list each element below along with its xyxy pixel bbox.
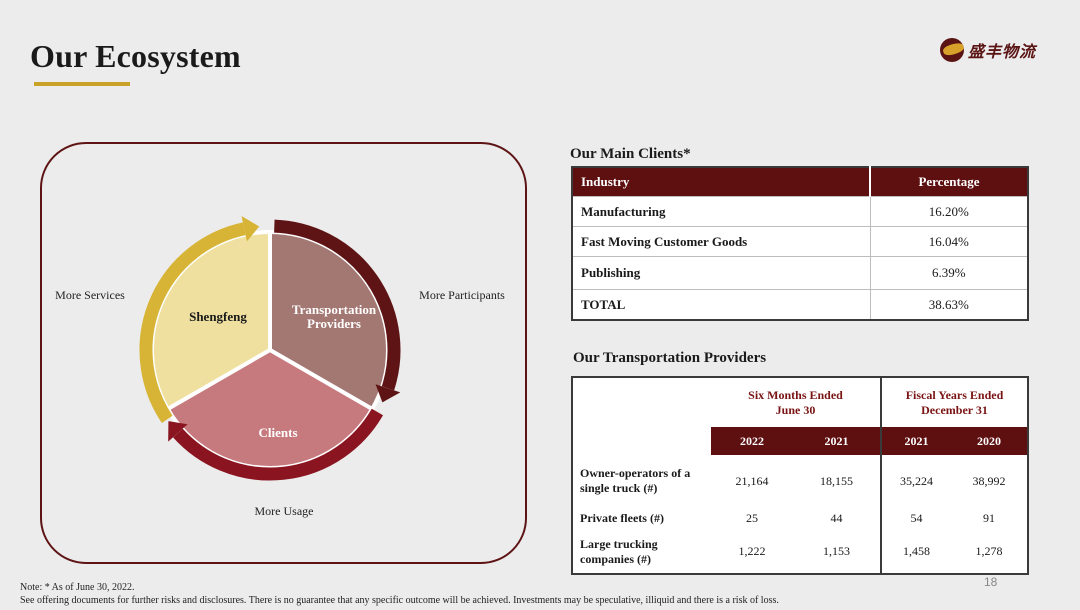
row-label: Private fleets (#) xyxy=(580,511,664,525)
value-cell: 38,992 xyxy=(972,473,1006,488)
six-months-header: Six Months Ended June 30 xyxy=(711,378,881,427)
blank-header-cell xyxy=(573,427,711,455)
value-cell: 35,224 xyxy=(880,455,951,507)
table-row: Fast Moving Customer Goods 16.04% xyxy=(572,226,1028,257)
blank-header-cell xyxy=(573,378,711,427)
value-cell: 1,153 xyxy=(823,544,850,558)
row-label-line2: companies (#) xyxy=(580,551,651,566)
table-row: Large trucking companies (#) 1,222 1,153… xyxy=(573,530,1027,573)
year-header-row: 2022 2021 2021 2020 xyxy=(573,427,1027,455)
table-row: Owner-operators of a single truck (#) 21… xyxy=(573,455,1027,507)
value-cell: 91 xyxy=(983,511,995,525)
footnote-line2: See offering documents for further risks… xyxy=(20,595,779,606)
industry-cell: Manufacturing xyxy=(572,196,870,227)
fiscal-header-line1: Fiscal Years Ended xyxy=(905,387,1004,402)
logo-text: 盛丰物流 xyxy=(968,42,1037,61)
total-percentage-cell: 38.63% xyxy=(869,289,1028,320)
clients-title: Our Main Clients* xyxy=(570,146,691,162)
more-usage-label: More Usage xyxy=(255,504,314,518)
transport-label: Transportation Providers xyxy=(292,302,377,331)
table-row: Manufacturing 16.20% xyxy=(572,196,1028,227)
percentage-cell: 16.04% xyxy=(869,226,1028,257)
fiscal-header-line2: December 31 xyxy=(921,402,988,417)
providers-title: Our Transportation Providers xyxy=(573,350,767,366)
ecosystem-diagram: Shengfeng Transportation Providers Client… xyxy=(55,215,505,518)
row-label-line1: Large trucking xyxy=(580,536,658,551)
value-cell: 1,278 xyxy=(975,544,1003,558)
six-months-header-line1: Six Months Ended xyxy=(748,387,843,402)
row-label: Large trucking companies (#) xyxy=(573,530,711,573)
industry-header: Industry xyxy=(572,167,870,197)
year-header: 2021 xyxy=(793,427,881,455)
clients-ring-arrow xyxy=(173,408,384,481)
percentage-header: Percentage xyxy=(869,167,1028,197)
ecosystem-frame xyxy=(40,142,527,564)
title-underline xyxy=(34,82,130,86)
providers-table: Six Months Ended June 30 Fiscal Years En… xyxy=(573,378,1027,573)
value-cell: 1,458 xyxy=(880,530,951,573)
industry-cell: Fast Moving Customer Goods xyxy=(572,226,870,257)
table-row: TOTAL 38.63% xyxy=(572,289,1028,320)
more-participants-label: More Participants xyxy=(419,288,505,302)
percentage-cell: 16.20% xyxy=(869,196,1028,227)
footnote: Note: * As of June 30, 2022. See offerin… xyxy=(20,581,779,607)
year-header: 2021 xyxy=(880,427,951,455)
providers-table-frame: Six Months Ended June 30 Fiscal Years En… xyxy=(571,376,1029,575)
six-months-header-line2: June 30 xyxy=(775,402,816,417)
transport-ring-arrow xyxy=(274,219,401,391)
year-header: 2020 xyxy=(951,427,1027,455)
industry-cell: Publishing xyxy=(572,256,870,290)
transport-label-line: Transportation xyxy=(292,302,377,317)
page-number: 18 xyxy=(984,575,998,589)
table-row: Publishing 6.39% xyxy=(572,256,1028,290)
year-header: 2022 xyxy=(711,427,793,455)
page-title: Our Ecosystem xyxy=(30,38,241,74)
row-label-line2: single truck (#) xyxy=(580,481,658,495)
shengfeng-label: Shengfeng xyxy=(189,309,247,324)
logo-mark-icon xyxy=(940,38,964,62)
value-cell: 25 xyxy=(746,511,758,525)
transport-label-line: Providers xyxy=(307,316,361,331)
clients-label: Clients xyxy=(259,425,298,440)
row-label: Owner-operators of a single truck (#) xyxy=(573,455,711,507)
shengfeng-ring-arrow xyxy=(139,222,246,423)
transport-arrowhead-icon xyxy=(375,384,401,403)
value-cell: 44 xyxy=(830,511,843,525)
table-row: Private fleets (#) 25 44 54 91 xyxy=(573,507,1027,530)
value-cell: 1,222 xyxy=(738,544,766,558)
more-services-label: More Services xyxy=(55,288,125,302)
value-cell: 54 xyxy=(880,507,951,530)
row-label-line1: Owner-operators of a xyxy=(580,466,691,480)
clients-arrowhead-icon xyxy=(168,421,188,442)
clients-header-row: Industry Percentage xyxy=(572,167,1028,197)
total-label-cell: TOTAL xyxy=(572,289,870,320)
value-cell: 18,155 xyxy=(820,473,853,488)
percentage-cell: 6.39% xyxy=(869,256,1028,290)
clients-table: Industry Percentage Manufacturing 16.20%… xyxy=(571,166,1029,321)
company-logo: 盛丰物流 xyxy=(940,38,1036,62)
period-header-row: Six Months Ended June 30 Fiscal Years En… xyxy=(573,378,1027,427)
shengfeng-arrowhead-icon xyxy=(241,215,260,242)
fiscal-years-header: Fiscal Years Ended December 31 xyxy=(880,378,1027,427)
value-cell: 21,164 xyxy=(735,473,769,488)
footnote-line1: Note: * As of June 30, 2022. xyxy=(20,582,135,593)
